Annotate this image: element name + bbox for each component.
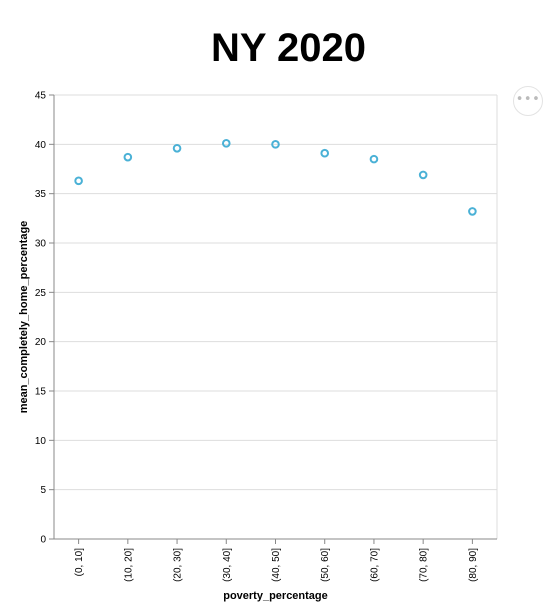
x-tick-label: (60, 70] <box>369 548 380 582</box>
data-point <box>369 154 379 164</box>
y-tick-label: 0 <box>40 535 46 546</box>
axes <box>49 94 497 544</box>
data-point <box>172 143 182 153</box>
x-axis-title: poverty_percentage <box>223 590 328 602</box>
y-tick-label: 10 <box>35 436 47 447</box>
y-tick-label: 40 <box>35 140 47 151</box>
ellipsis-icon: ••• <box>515 92 541 107</box>
data-point <box>74 176 83 186</box>
y-tick-label: 30 <box>35 239 47 250</box>
x-tick-label: (30, 40] <box>222 548 233 582</box>
y-tick-label: 35 <box>35 189 47 200</box>
y-tick-label: 20 <box>35 337 47 348</box>
data-point <box>123 152 133 162</box>
x-tick-label: (80, 90] <box>468 548 479 582</box>
data-point <box>221 139 231 148</box>
actions-menu-button[interactable]: ••• <box>513 86 543 116</box>
data-points <box>74 139 477 216</box>
y-tick-label: 5 <box>40 485 46 496</box>
data-point <box>418 170 428 180</box>
x-tick-label: (0, 10] <box>74 548 85 577</box>
x-tick-label: (70, 80] <box>419 548 430 582</box>
chart-title: NY 2020 <box>211 26 366 70</box>
x-tick-label: (10, 20] <box>123 548 134 582</box>
x-tick-label: (40, 50] <box>271 548 282 582</box>
y-tick-label: 45 <box>35 91 47 102</box>
y-tick-label: 25 <box>35 288 47 299</box>
x-tick-label: (20, 30] <box>173 548 184 582</box>
gridlines <box>54 94 498 540</box>
x-tick-label: (50, 60] <box>320 548 331 582</box>
tick-labels: 0 5 10 15 20 25 30 35 40 45 (0, 10] (10, 20] (20, 30… <box>35 91 479 582</box>
data-point <box>468 207 477 216</box>
y-tick-label: 15 <box>35 387 47 398</box>
y-axis-title: mean_completely_home_percentage <box>18 221 30 414</box>
data-point <box>271 140 280 149</box>
data-point <box>320 148 330 158</box>
